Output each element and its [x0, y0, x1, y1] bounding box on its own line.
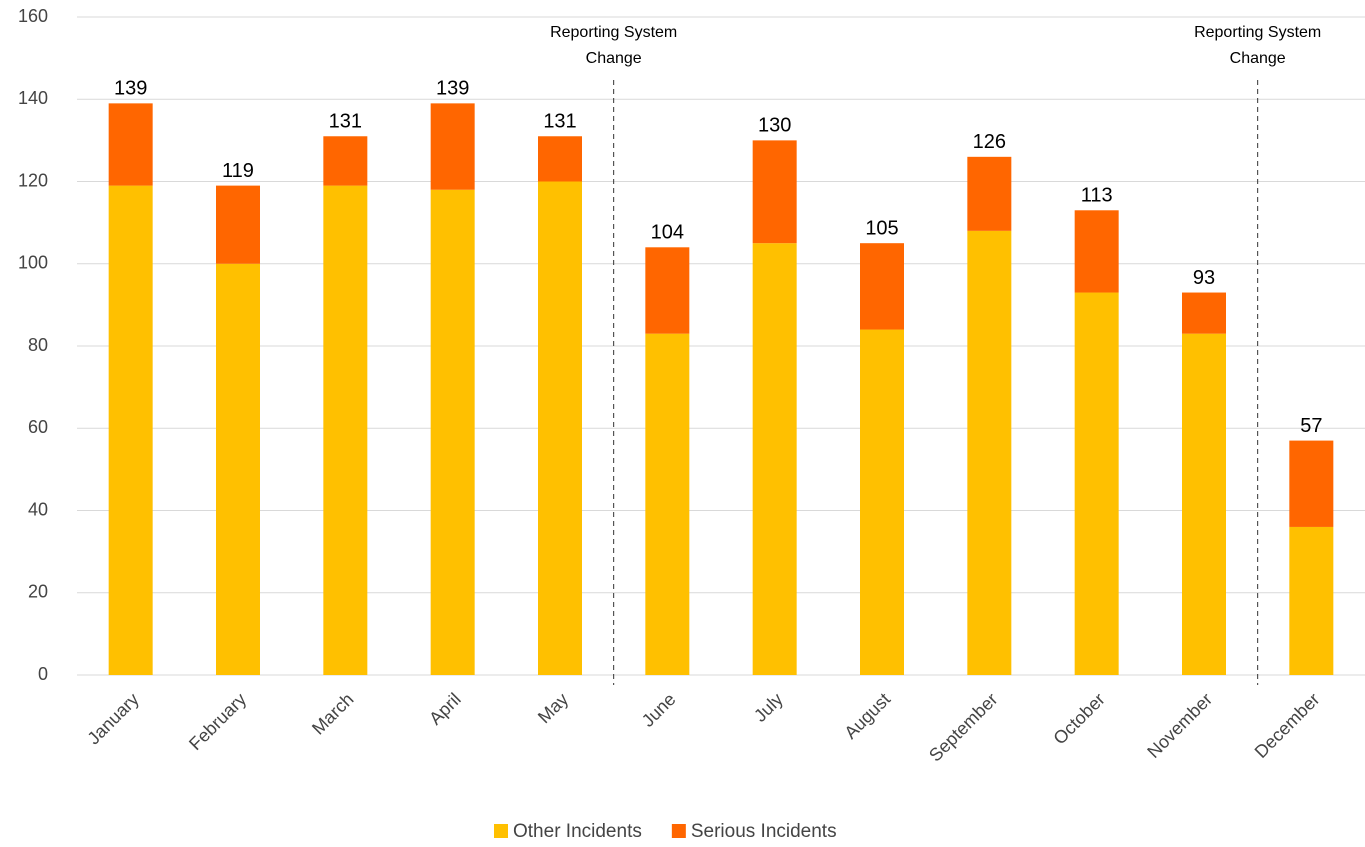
bar-segment	[1074, 210, 1119, 293]
y-tick-label: 0	[38, 664, 48, 684]
total-label: 131	[543, 111, 576, 133]
legend: Other Incidents Serious Incidents	[494, 821, 837, 842]
y-tick-label: 40	[28, 499, 48, 519]
bar-segment	[860, 329, 904, 675]
total-label: 119	[222, 160, 254, 182]
y-tick-label: 160	[18, 6, 48, 26]
x-tick-label: August	[840, 689, 894, 743]
x-tick-label: March	[308, 689, 358, 739]
bar-segment	[108, 185, 153, 676]
total-label: 93	[1193, 267, 1215, 289]
total-label: 131	[329, 111, 362, 133]
x-tick-label: July	[750, 689, 787, 726]
total-label: 105	[865, 217, 898, 239]
y-tick-label: 120	[18, 170, 48, 190]
legend-swatch	[671, 824, 686, 838]
bar-segment	[108, 103, 153, 186]
legend-label: Other Incidents	[513, 821, 642, 842]
y-tick-label: 80	[28, 335, 48, 355]
x-tick-label: October	[1049, 689, 1108, 748]
bar-segment	[752, 243, 797, 675]
bar-segment	[1182, 292, 1226, 334]
x-tick-label: September	[925, 689, 1001, 765]
bar-segment	[752, 140, 797, 244]
bar-segment	[1074, 292, 1119, 675]
annotation: Change	[1230, 50, 1286, 67]
bar-segment	[538, 136, 582, 182]
x-tick-label: May	[534, 689, 572, 727]
bar-segment	[967, 156, 1012, 231]
x-tick-label: February	[185, 689, 250, 754]
x-tick-label: April	[425, 689, 465, 729]
total-label: 57	[1300, 415, 1322, 437]
x-tick-label: November	[1143, 689, 1216, 762]
annotation: Reporting System	[1194, 24, 1321, 41]
total-label: 104	[651, 222, 684, 244]
bar-segment	[323, 136, 368, 186]
bar-segment	[323, 185, 368, 676]
bar-segment	[967, 230, 1012, 675]
x-tick-label: December	[1251, 689, 1324, 762]
bar-segment	[1289, 526, 1334, 675]
bar-segment	[538, 181, 582, 675]
y-tick-label: 140	[18, 88, 48, 108]
total-label: 139	[436, 78, 469, 100]
x-tick-label: January	[83, 689, 142, 748]
x-tick-label: June	[638, 689, 680, 731]
y-tick-label: 20	[28, 582, 48, 602]
bar-segment	[860, 243, 904, 330]
bar-segment	[645, 247, 690, 334]
bar-segment	[216, 185, 260, 264]
y-tick-label: 100	[18, 253, 48, 273]
total-label: 113	[1081, 185, 1113, 207]
total-label: 126	[973, 131, 1006, 153]
bar-segment	[216, 263, 260, 675]
bar-segment	[430, 103, 475, 190]
legend-swatch	[494, 824, 508, 838]
annotation: Change	[586, 50, 642, 67]
bar-segment	[645, 333, 690, 675]
y-tick-label: 60	[28, 417, 48, 437]
bar-segment	[1182, 333, 1226, 675]
legend-label: Serious Incidents	[691, 821, 837, 842]
bar-segment	[430, 189, 475, 675]
bar-segment	[1289, 440, 1334, 527]
total-label: 139	[114, 78, 147, 100]
annotation: Reporting System	[550, 24, 677, 41]
total-label: 130	[758, 115, 791, 137]
